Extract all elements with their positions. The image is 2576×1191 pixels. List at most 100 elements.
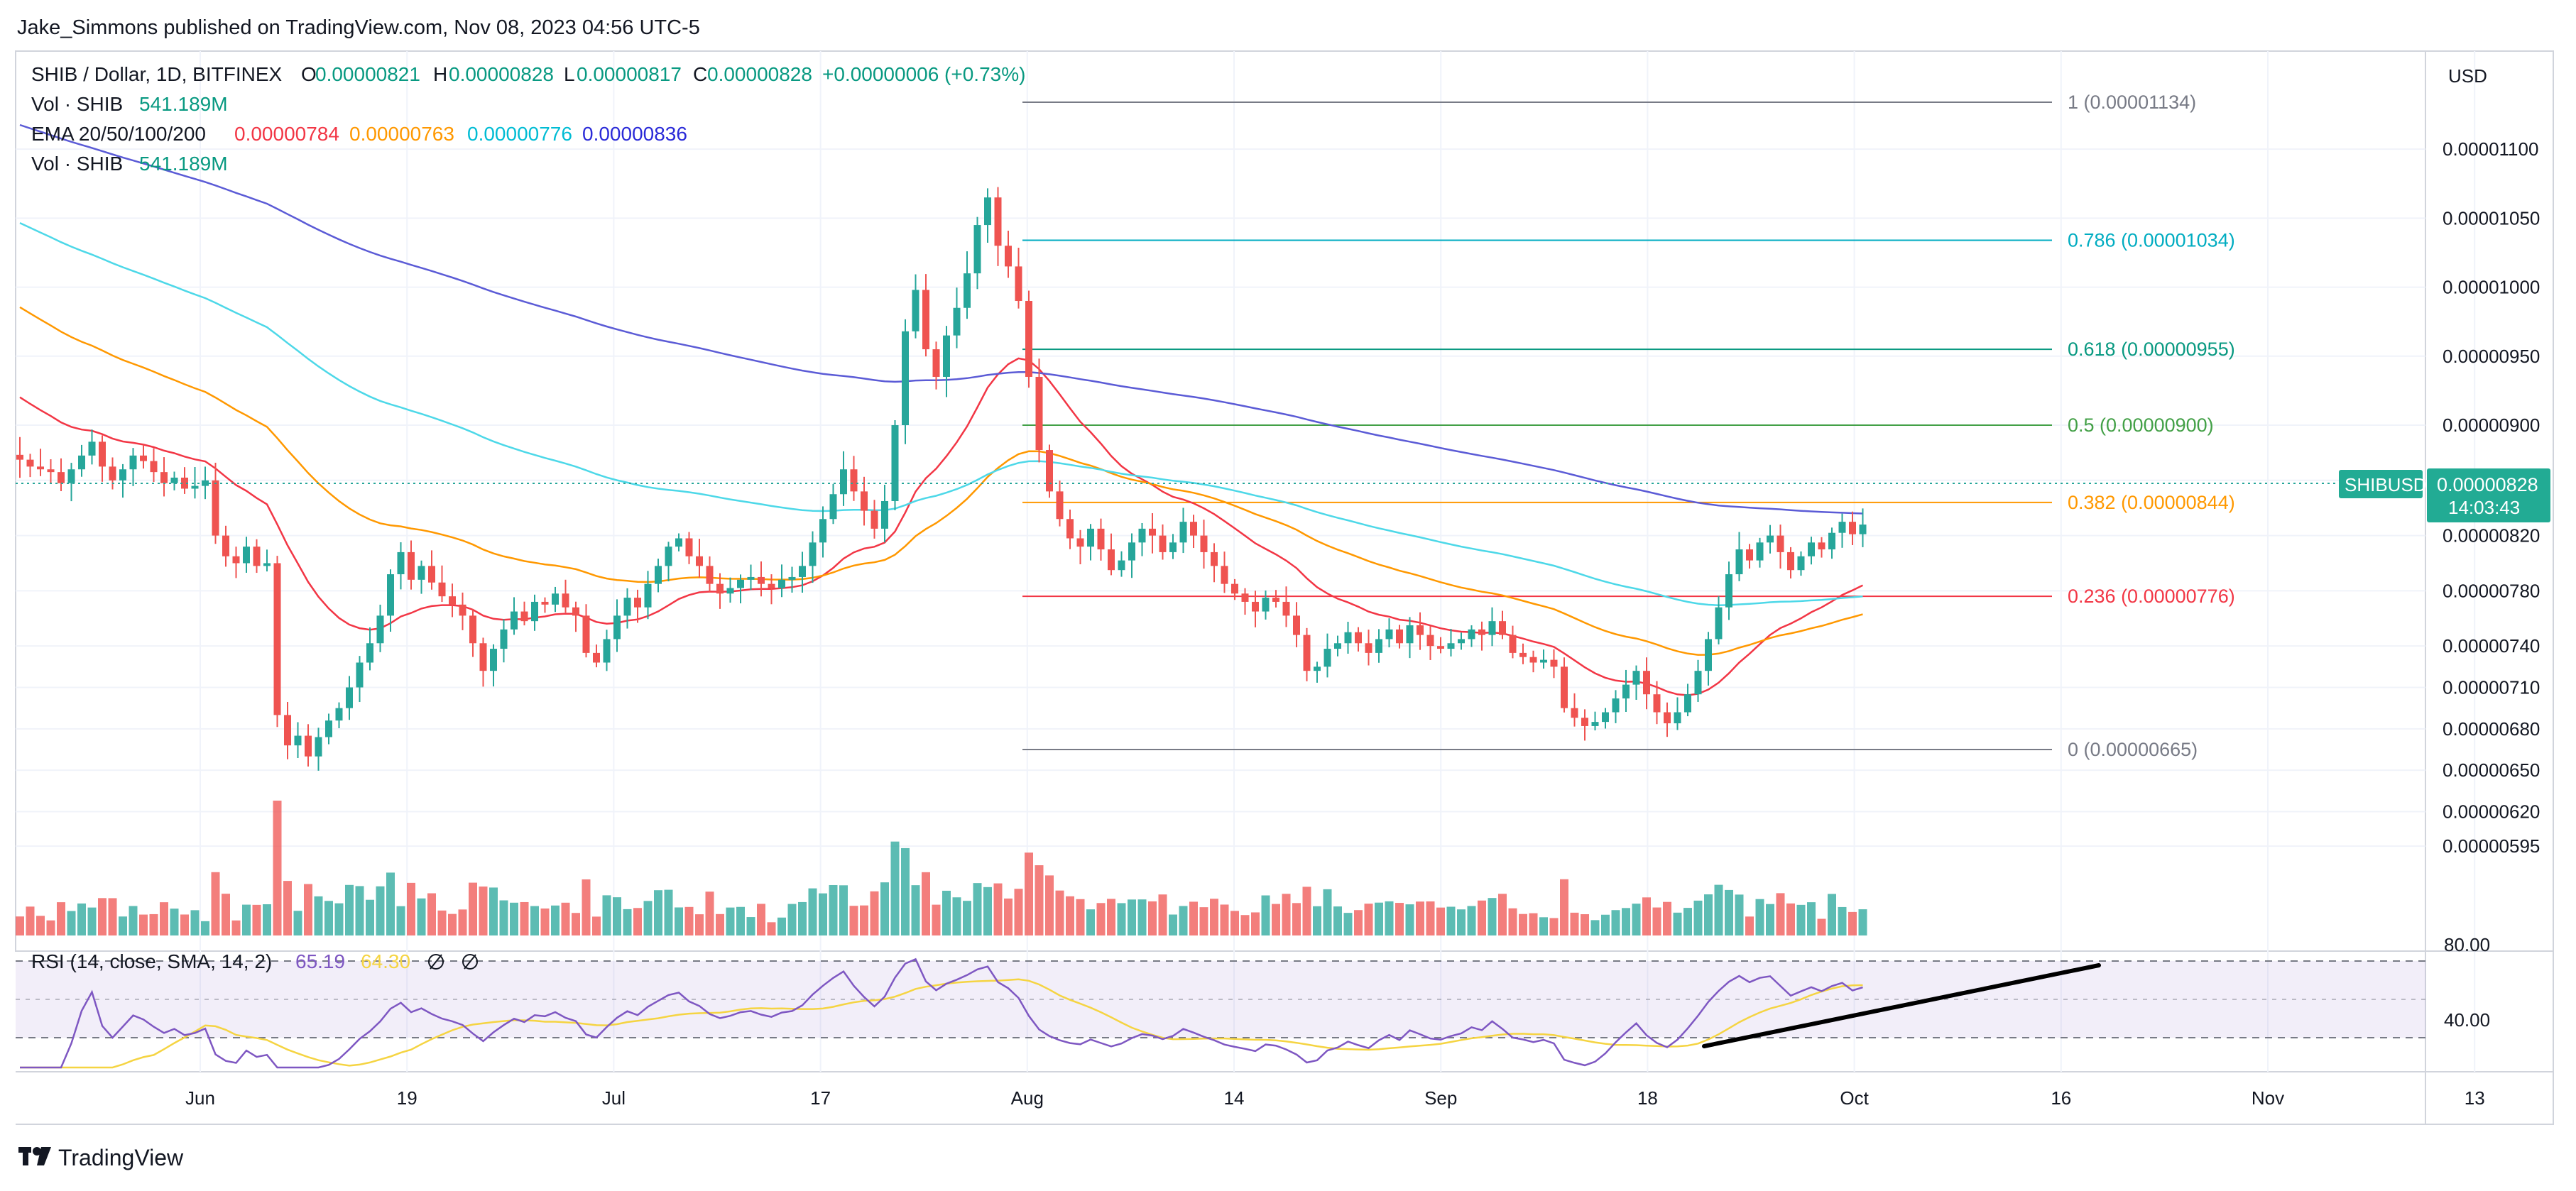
volume-bar	[499, 900, 508, 935]
volume-bar	[108, 898, 117, 935]
fib-label: 0.786 (0.00001034)	[2068, 229, 2235, 251]
rsi-trendline[interactable]	[1702, 963, 2101, 1048]
fibonacci-levels[interactable]: 1 (0.00001134) 0.786 (0.00001034) 0.618 (0…	[1022, 92, 2235, 760]
candle-body	[1211, 551, 1218, 566]
candle-body	[1632, 671, 1640, 685]
candle-body	[603, 639, 611, 663]
candle-body	[346, 687, 353, 708]
volume-bar	[890, 841, 900, 935]
candle-body	[1334, 643, 1341, 649]
tradingview-logo-icon	[18, 1147, 51, 1165]
candle-body	[520, 611, 528, 622]
volume-bar	[1405, 904, 1414, 935]
volume-bar	[1590, 920, 1600, 935]
volume-bar	[520, 901, 529, 935]
fib-label: 0.236 (0.00000776)	[2068, 586, 2235, 607]
volume-bar	[983, 887, 992, 935]
volume-bar	[149, 913, 158, 935]
candle-body	[871, 510, 878, 529]
volume-bar	[726, 907, 735, 935]
candle-body	[1478, 629, 1485, 635]
candle-body	[335, 708, 343, 721]
volume-bar	[366, 899, 374, 935]
time-axis: Jun19Jul17Aug14Sep18Oct16Nov13Dec	[185, 1087, 2485, 1109]
currency-label[interactable]: USD	[2448, 65, 2487, 87]
volume-bar	[1755, 899, 1764, 935]
volume-bar	[1446, 906, 1456, 935]
volume-bar	[993, 883, 1003, 935]
candle-body	[1808, 542, 1815, 556]
volume-bar	[1560, 879, 1568, 935]
candle-body	[273, 563, 281, 715]
candle-body	[88, 441, 96, 456]
volume-bar	[922, 872, 930, 935]
fib-label: 0 (0.00000665)	[2068, 739, 2198, 760]
candle-body	[1519, 652, 1527, 657]
price-axis-label: 0.00000620	[2443, 801, 2540, 823]
rsi-hidden-icons[interactable]	[428, 954, 478, 970]
volume-bar	[1179, 906, 1188, 935]
volume-bar	[231, 920, 241, 935]
volume-bar	[448, 913, 457, 935]
price-axis-label: 0.00000595	[2443, 835, 2540, 857]
candle-body	[1674, 712, 1681, 724]
candle-body	[67, 469, 75, 483]
volume-bar	[1302, 887, 1311, 935]
candle-body	[1025, 301, 1032, 377]
rsi-axis-label-40: 40.00	[2444, 1009, 2490, 1031]
candles[interactable]	[16, 187, 1867, 771]
candle-body	[26, 459, 34, 467]
price-scale-frame[interactable]	[2425, 50, 2554, 1125]
candle-body	[829, 494, 837, 520]
rsi-legend-value: 65.19	[295, 950, 345, 972]
legend-o-label: O	[301, 63, 317, 85]
volume-bar	[1014, 889, 1023, 935]
candle-body	[572, 607, 579, 616]
volume-bar	[190, 910, 200, 935]
candle-body	[1756, 542, 1764, 561]
ema50-line	[19, 306, 1863, 656]
volume-bar	[407, 882, 415, 935]
candle-body	[809, 542, 817, 566]
volume-bar	[819, 893, 827, 935]
candle-body	[1458, 639, 1465, 644]
volume-bar	[1004, 898, 1013, 935]
candle-body	[1838, 522, 1846, 533]
candle-body	[160, 472, 168, 483]
candle-body	[459, 604, 466, 616]
volume-bar	[1117, 903, 1126, 935]
candle-body	[973, 225, 981, 274]
candle-body	[428, 566, 435, 583]
ema200-line	[19, 124, 1863, 515]
time-axis-label: 19	[397, 1087, 417, 1109]
candle-body	[1550, 659, 1558, 667]
volume-bar	[1189, 901, 1198, 935]
volume-bar	[160, 902, 168, 935]
volume-bar	[633, 908, 642, 935]
candle-body	[964, 273, 971, 308]
candle-body	[99, 441, 106, 467]
candle-body	[1715, 607, 1723, 640]
candle-body	[294, 735, 302, 746]
volume-bar	[1364, 904, 1373, 935]
volume-bar	[880, 882, 889, 935]
candle-body	[1561, 666, 1568, 708]
candle-body	[1314, 666, 1321, 671]
volume-bar	[561, 902, 570, 935]
candle-body	[902, 331, 909, 426]
candle-body	[675, 538, 682, 547]
candle-body	[747, 576, 755, 580]
candle-body	[170, 477, 178, 483]
candle-body	[1344, 632, 1352, 644]
volume-bar	[98, 898, 107, 935]
volume-bar	[458, 909, 467, 935]
rsi-legend-label: RSI (14, close, SMA, 14, 2)	[31, 950, 272, 972]
candle-body	[1179, 522, 1187, 543]
candle-body	[438, 582, 446, 597]
volume-bar	[1817, 918, 1826, 935]
volume-bar	[1549, 918, 1559, 935]
candle-body	[1437, 646, 1444, 649]
candle-body	[500, 629, 508, 649]
